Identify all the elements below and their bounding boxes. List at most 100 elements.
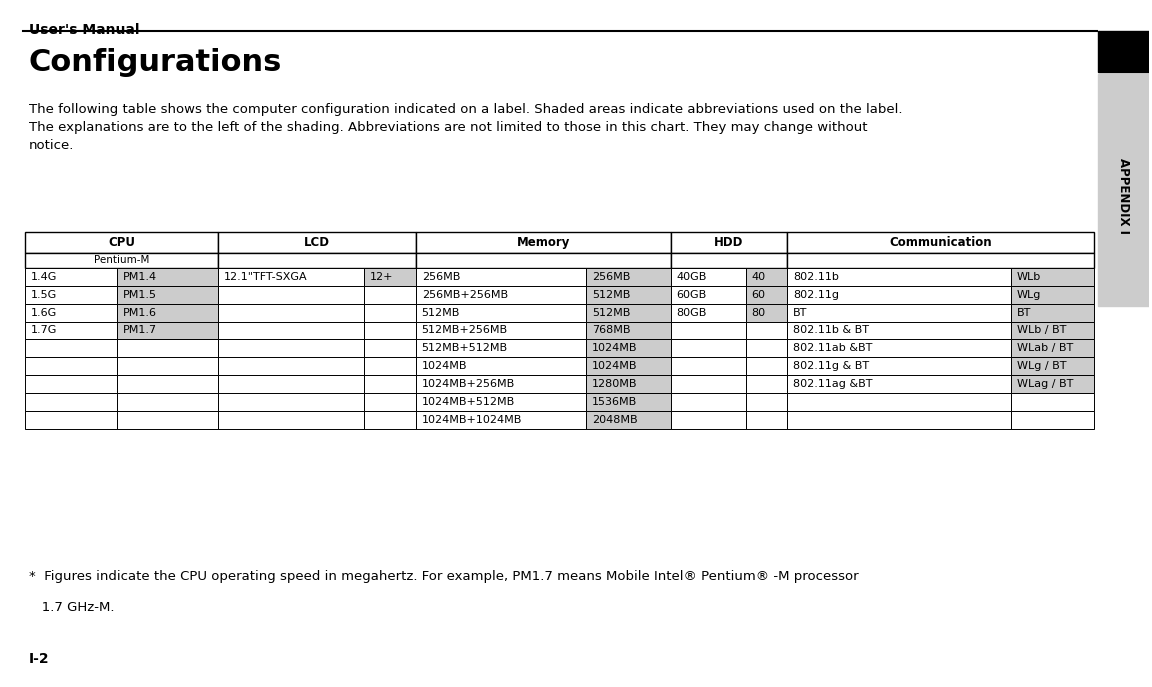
Bar	[219, 339, 364, 357]
Bar	[219, 322, 364, 339]
Bar	[586, 357, 670, 375]
Text: 60GB: 60GB	[676, 290, 707, 300]
Text: APPENDIX I: APPENDIX I	[1117, 158, 1130, 234]
Text: 1024MB+512MB: 1024MB+512MB	[422, 397, 515, 407]
Bar	[586, 375, 670, 393]
Bar	[787, 322, 1011, 339]
Bar	[25, 393, 118, 411]
Bar	[1011, 393, 1094, 411]
Text: PM1.4: PM1.4	[123, 272, 157, 282]
Bar	[586, 393, 670, 411]
Bar	[416, 286, 586, 304]
Bar	[416, 232, 670, 253]
Text: WLb / BT: WLb / BT	[1017, 326, 1067, 335]
Bar	[670, 268, 745, 286]
Text: 40: 40	[751, 272, 766, 282]
Text: 1024MB+256MB: 1024MB+256MB	[422, 379, 515, 389]
Bar	[1011, 322, 1094, 339]
Bar	[586, 411, 670, 429]
Text: The following table shows the computer configuration indicated on a label. Shade: The following table shows the computer c…	[29, 103, 902, 152]
Bar	[787, 339, 1011, 357]
Bar	[787, 411, 1011, 429]
Bar	[787, 375, 1011, 393]
Text: User's Manual: User's Manual	[29, 23, 139, 36]
Text: 1.7 GHz-M.: 1.7 GHz-M.	[29, 601, 114, 614]
Text: 1280MB: 1280MB	[592, 379, 637, 389]
Bar	[745, 322, 787, 339]
Text: 512MB: 512MB	[422, 308, 460, 317]
Bar	[745, 286, 787, 304]
Text: CPU: CPU	[108, 236, 135, 249]
Bar	[219, 253, 416, 268]
Bar	[416, 304, 586, 322]
Text: 802.11ab &BT: 802.11ab &BT	[793, 344, 872, 353]
Bar	[745, 411, 787, 429]
Text: 40GB: 40GB	[676, 272, 707, 282]
Text: WLg: WLg	[1017, 290, 1041, 300]
Bar	[670, 232, 787, 253]
Text: PM1.7: PM1.7	[123, 326, 157, 335]
Bar	[1011, 357, 1094, 375]
Text: PM1.5: PM1.5	[123, 290, 157, 300]
Bar	[364, 268, 416, 286]
Bar	[118, 268, 219, 286]
Text: 512MB+256MB: 512MB+256MB	[422, 326, 508, 335]
Bar	[787, 253, 1094, 268]
Bar	[219, 393, 364, 411]
Text: 1024MB: 1024MB	[422, 361, 468, 371]
Text: 1.5G: 1.5G	[31, 290, 58, 300]
Bar	[1011, 304, 1094, 322]
Bar	[787, 393, 1011, 411]
Text: 12.1"TFT-SXGA: 12.1"TFT-SXGA	[223, 272, 308, 282]
Bar	[416, 322, 586, 339]
Text: I-2: I-2	[29, 653, 50, 666]
Bar	[25, 304, 118, 322]
Bar	[670, 357, 745, 375]
Text: 802.11g: 802.11g	[793, 290, 839, 300]
Text: 802.11b & BT: 802.11b & BT	[793, 326, 869, 335]
Text: 1.4G: 1.4G	[31, 272, 58, 282]
Bar	[416, 253, 670, 268]
Text: 256MB+256MB: 256MB+256MB	[422, 290, 508, 300]
Bar	[219, 268, 364, 286]
Text: 512MB: 512MB	[592, 290, 630, 300]
Text: 1.7G: 1.7G	[31, 326, 58, 335]
Bar	[364, 286, 416, 304]
Bar	[787, 268, 1011, 286]
Bar	[25, 339, 118, 357]
Bar	[118, 322, 219, 339]
Bar	[364, 322, 416, 339]
Text: 80GB: 80GB	[676, 308, 707, 317]
Bar	[586, 339, 670, 357]
Bar	[670, 375, 745, 393]
Bar	[1011, 375, 1094, 393]
Bar	[118, 393, 219, 411]
Bar	[118, 357, 219, 375]
Bar	[219, 232, 416, 253]
Text: Pentium-M: Pentium-M	[94, 256, 150, 265]
Bar	[25, 232, 219, 253]
Bar	[670, 304, 745, 322]
Bar	[1011, 339, 1094, 357]
Bar	[787, 286, 1011, 304]
Text: HDD: HDD	[714, 236, 744, 249]
Bar	[787, 232, 1094, 253]
Text: WLg / BT: WLg / BT	[1017, 361, 1067, 371]
Bar	[118, 339, 219, 357]
Bar	[25, 357, 118, 375]
Bar	[219, 286, 364, 304]
Bar	[416, 268, 586, 286]
Text: 12+: 12+	[370, 272, 394, 282]
Bar	[586, 304, 670, 322]
Text: 1024MB: 1024MB	[592, 344, 637, 353]
Bar	[745, 268, 787, 286]
Text: 256MB: 256MB	[422, 272, 460, 282]
Bar	[416, 357, 586, 375]
Bar	[670, 393, 745, 411]
Bar	[416, 411, 586, 429]
Text: 802.11ag &BT: 802.11ag &BT	[793, 379, 872, 389]
Bar	[670, 411, 745, 429]
Bar	[1011, 268, 1094, 286]
Text: Memory: Memory	[517, 236, 570, 249]
Bar	[1098, 31, 1149, 72]
